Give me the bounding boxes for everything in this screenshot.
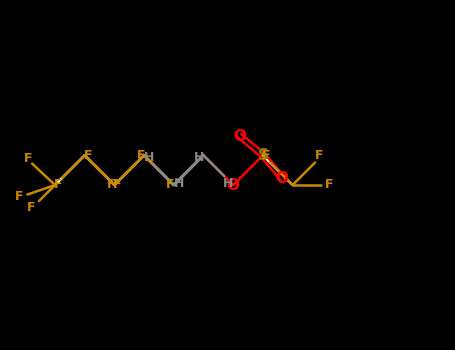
Text: O: O: [233, 128, 247, 143]
Text: F: F: [136, 149, 145, 162]
Text: O: O: [276, 171, 288, 186]
Text: F: F: [24, 152, 32, 165]
Text: H: H: [173, 177, 184, 190]
Text: F: F: [262, 149, 270, 162]
Text: S: S: [258, 148, 268, 163]
Text: F: F: [107, 178, 116, 191]
Text: F: F: [54, 178, 62, 191]
Text: F: F: [84, 149, 92, 162]
Text: H: H: [193, 151, 204, 164]
Text: H: H: [144, 151, 154, 164]
Text: O: O: [227, 177, 240, 192]
Text: F: F: [167, 178, 175, 191]
Text: F: F: [325, 178, 334, 191]
Text: F: F: [113, 178, 122, 191]
Text: F: F: [15, 190, 24, 203]
Text: H: H: [223, 177, 233, 190]
Text: F: F: [27, 201, 35, 214]
Text: F: F: [315, 149, 324, 162]
